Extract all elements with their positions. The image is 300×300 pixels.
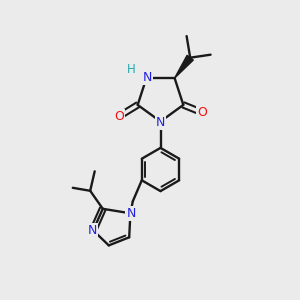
Text: O: O (197, 106, 207, 119)
Polygon shape (175, 55, 193, 78)
Text: O: O (114, 110, 124, 123)
Text: N: N (142, 71, 152, 84)
Text: N: N (126, 207, 136, 220)
Text: N: N (156, 116, 165, 129)
Text: H: H (126, 63, 135, 76)
Text: N: N (88, 224, 97, 237)
